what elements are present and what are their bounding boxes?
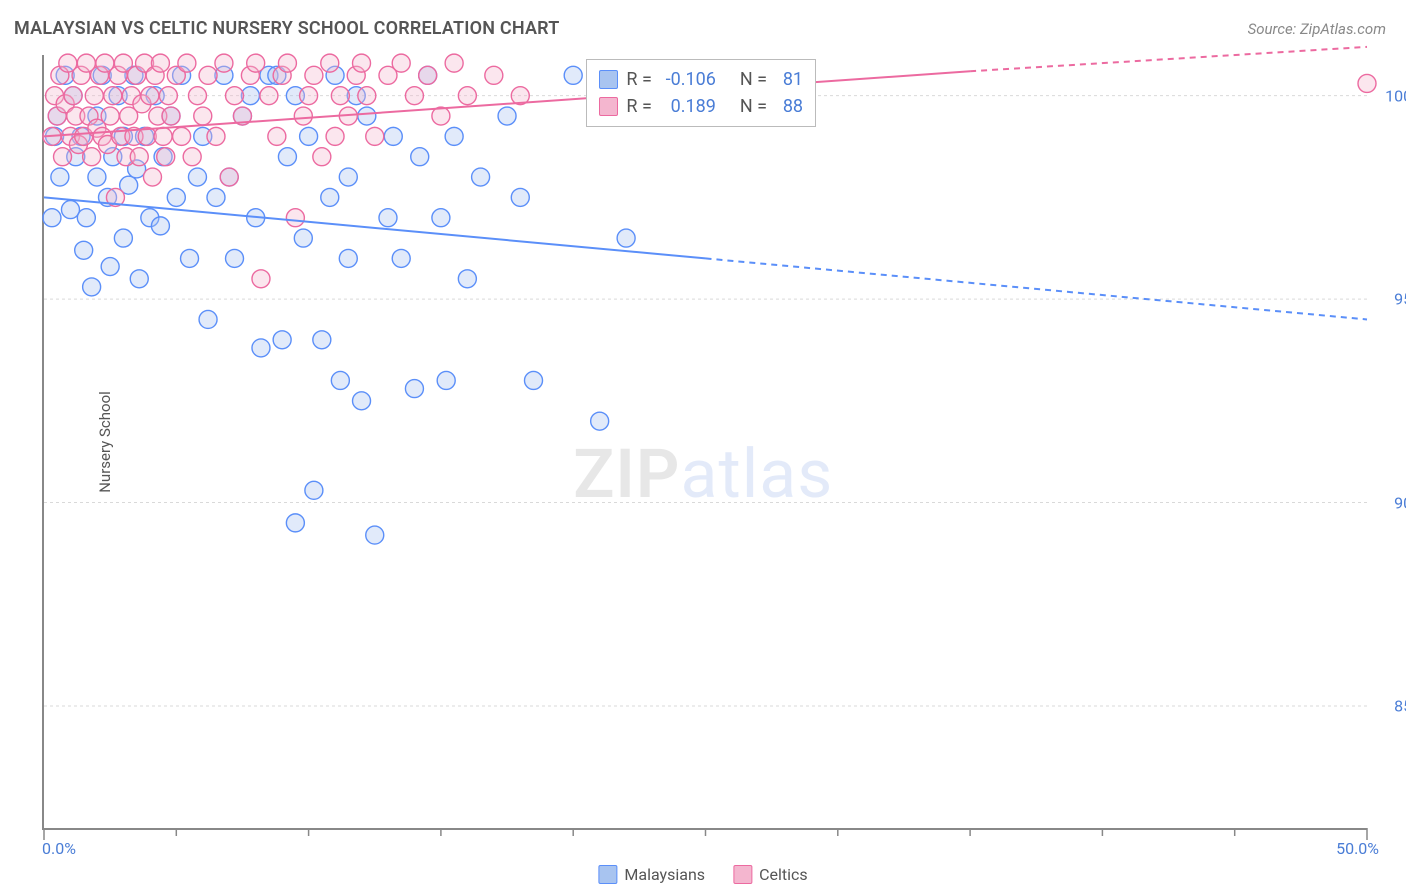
y-tick-label: 95.0% xyxy=(1394,290,1406,309)
stats-legend-box: R = -0.106 N = 81 R = 0.189 N = 88 xyxy=(586,59,816,127)
chart-title: MALAYSIAN VS CELTIC NURSERY SCHOOL CORRE… xyxy=(14,18,560,39)
y-tick-label: 85.0% xyxy=(1394,696,1406,715)
chart-container: MALAYSIAN VS CELTIC NURSERY SCHOOL CORRE… xyxy=(0,0,1406,892)
legend-item-celtics: Celtics xyxy=(733,865,808,884)
swatch-malaysians-icon xyxy=(599,70,618,89)
chart-svg xyxy=(44,55,1367,828)
source-label: Source: ZipAtlas.com xyxy=(1248,20,1386,38)
legend-label-malaysians: Malaysians xyxy=(624,865,705,884)
legend-label-celtics: Celtics xyxy=(759,865,808,884)
legend-swatch-celtics-icon xyxy=(733,865,752,884)
legend-item-malaysians: Malaysians xyxy=(598,865,705,884)
n-value-malaysians: 81 xyxy=(775,66,803,93)
legend-swatch-malaysians-icon xyxy=(598,865,617,884)
n-label: N = xyxy=(740,66,767,93)
x-tick-label-left: 0.0% xyxy=(42,839,76,858)
r-label: R = xyxy=(626,93,651,120)
plot-area: Nursery School R = -0.106 N = 81 R = 0.1… xyxy=(42,55,1367,830)
n-label: N = xyxy=(740,93,767,120)
bottom-legend: Malaysians Celtics xyxy=(598,865,807,884)
y-tick-label: 90.0% xyxy=(1394,493,1406,512)
x-tick-label-right: 50.0% xyxy=(1336,839,1379,858)
y-tick-label: 100.0% xyxy=(1385,86,1406,105)
r-label: R = xyxy=(626,66,651,93)
r-value-celtics: 0.189 xyxy=(660,93,716,120)
r-value-malaysians: -0.106 xyxy=(660,66,716,93)
swatch-celtics-icon xyxy=(599,97,618,116)
n-value-celtics: 88 xyxy=(775,93,803,120)
stats-row-celtics: R = 0.189 N = 88 xyxy=(599,93,803,120)
stats-row-malaysians: R = -0.106 N = 81 xyxy=(599,66,803,93)
